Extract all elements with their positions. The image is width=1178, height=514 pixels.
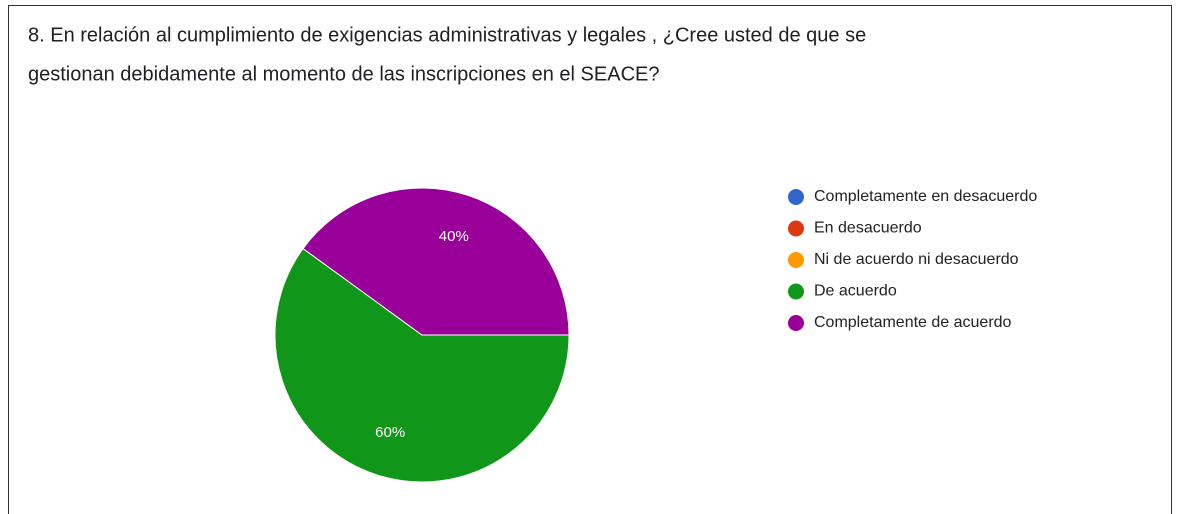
chart-title: 8. En relación al cumplimiento de exigen… — [28, 24, 866, 46]
legend-label: De acuerdo — [814, 283, 897, 300]
pie-slice — [274, 247, 570, 483]
legend-marker — [788, 189, 804, 205]
legend-marker — [788, 315, 804, 331]
slice-label: 60% — [375, 424, 405, 441]
legend-marker — [788, 283, 804, 300]
legend-label: En desacuerdo — [814, 220, 922, 237]
slice-label: 40% — [439, 228, 469, 245]
chart-title: gestionan debidamente al momento de las … — [28, 63, 659, 85]
frame — [8, 5, 1172, 514]
legend-marker — [788, 252, 804, 268]
pie-slice — [302, 187, 570, 336]
legend-marker — [788, 220, 804, 237]
legend-label: Ni de acuerdo ni desacuerdo — [814, 251, 1019, 268]
legend-label: Completamente en desacuerdo — [814, 188, 1037, 205]
legend-label: Completamente de acuerdo — [814, 314, 1012, 331]
